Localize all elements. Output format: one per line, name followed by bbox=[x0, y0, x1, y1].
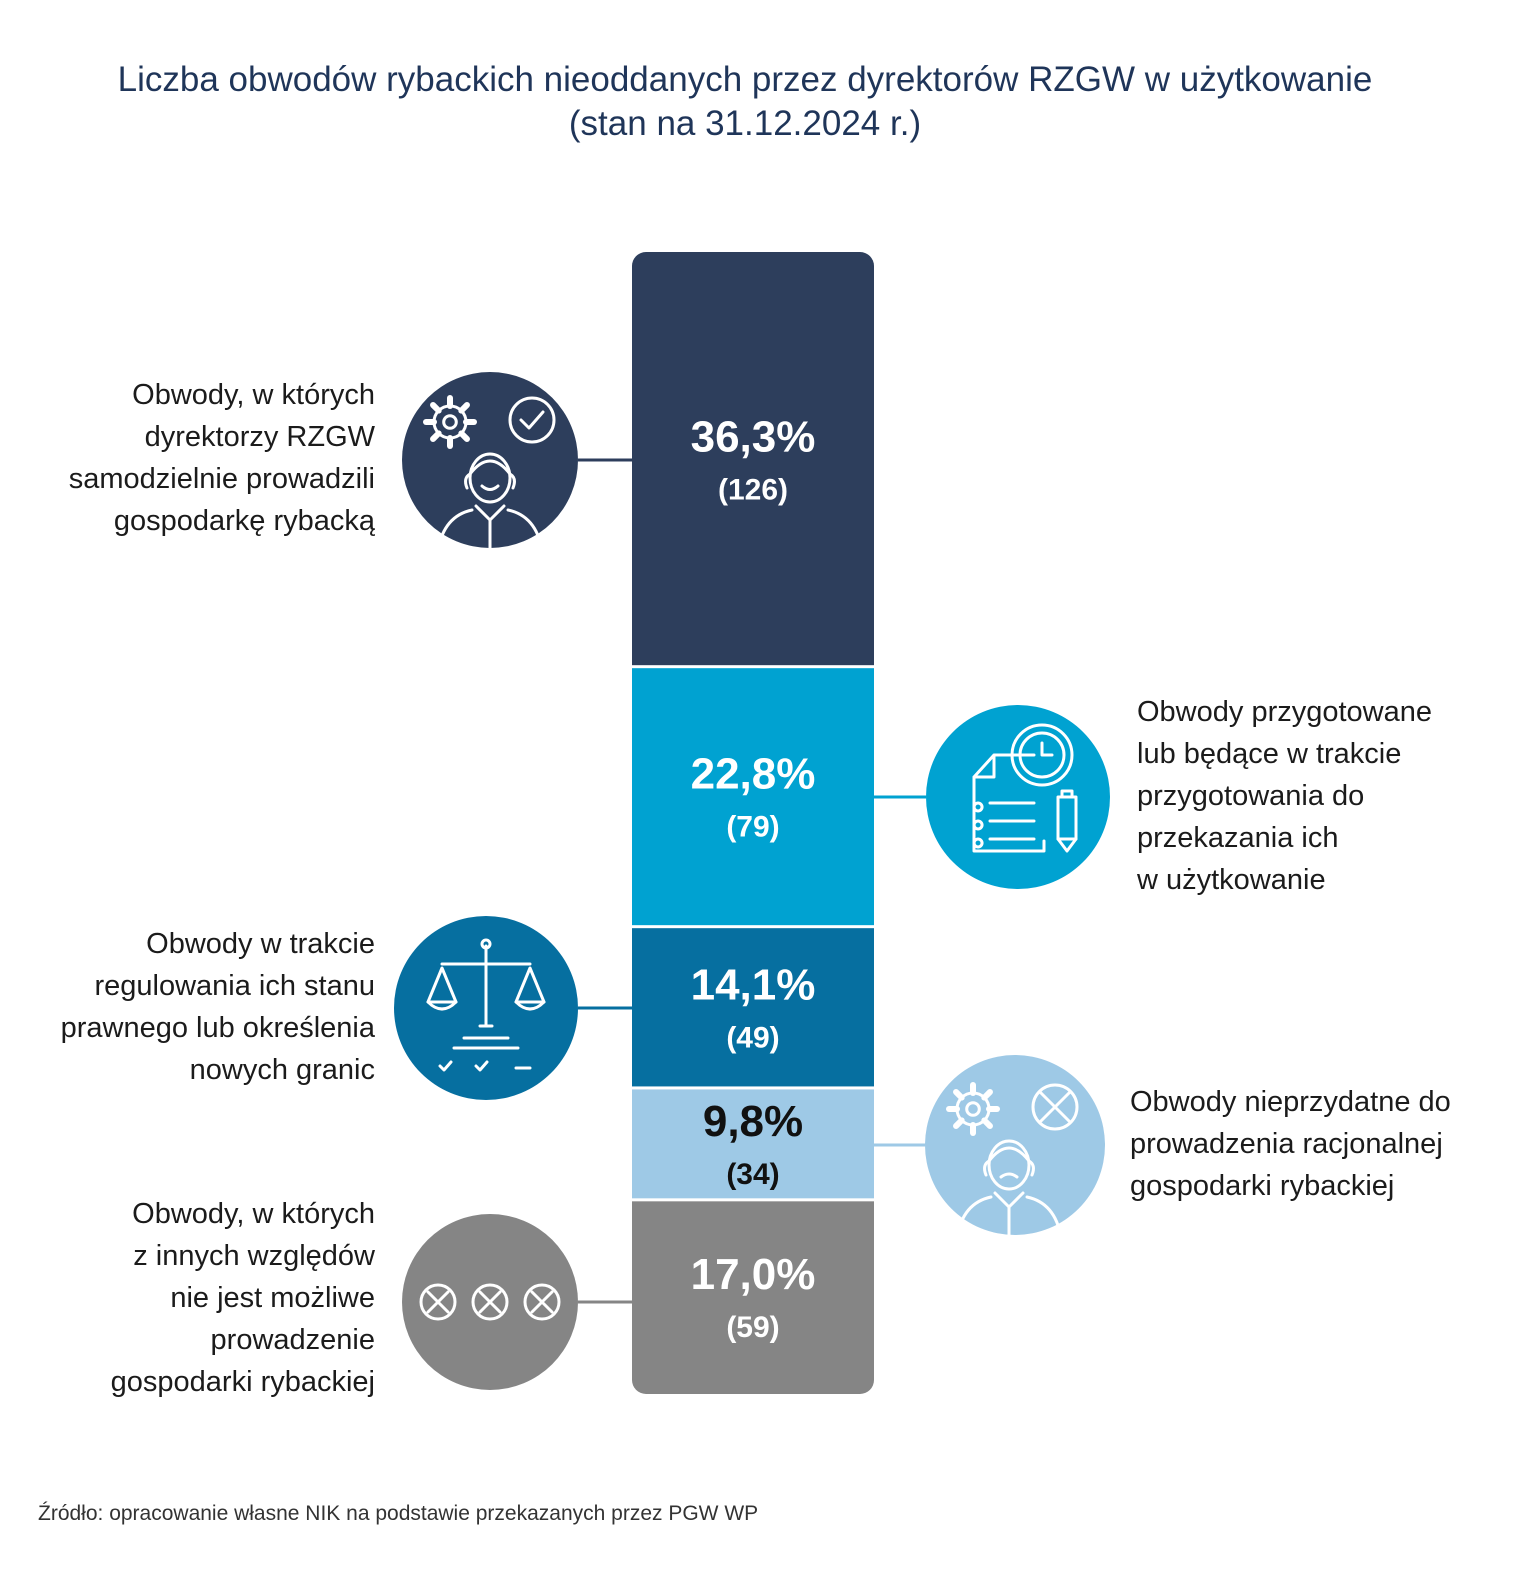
category-label-line: nowych granic bbox=[189, 1054, 375, 1086]
bar-segment-3 bbox=[632, 926, 874, 1088]
bar-segment-2 bbox=[632, 666, 874, 927]
category-label-line: regulowania ich stanu bbox=[94, 970, 375, 1002]
three-crosses-icon bbox=[419, 1283, 561, 1321]
segment-separator bbox=[632, 925, 874, 929]
segment-separator bbox=[632, 665, 874, 669]
segment-count-label: (126) bbox=[718, 473, 788, 506]
document-clock-icon bbox=[972, 723, 1078, 853]
category-label-line: lub będące w trakcie bbox=[1137, 738, 1402, 770]
segment-percent-label: 17,0% bbox=[691, 1250, 816, 1299]
icon-circle bbox=[926, 705, 1110, 889]
segment-percent-label: 36,3% bbox=[691, 412, 816, 461]
category-label-line: Obwody, w których bbox=[132, 379, 375, 411]
category-label-line: przekazania ich bbox=[1137, 822, 1339, 854]
source-note: Źródło: opracowanie własne NIK na podsta… bbox=[38, 1502, 759, 1525]
category-label-line: w użytkowanie bbox=[1137, 864, 1326, 896]
category-label-line: dyrektorzy RZGW bbox=[144, 421, 375, 453]
segment-count-label: (49) bbox=[726, 1021, 779, 1054]
bar-stack bbox=[632, 252, 874, 1394]
category-label-line: gospodarki rybackiej bbox=[1130, 1170, 1395, 1202]
category-label-line: nie jest możliwe bbox=[170, 1282, 375, 1314]
chart-title-line-1: Liczba obwodów rybackich nieoddanych prz… bbox=[117, 60, 1373, 99]
category-label-line: Obwody nieprzydatne do bbox=[1130, 1086, 1451, 1118]
segment-separator bbox=[632, 1198, 874, 1202]
category-label-line: gospodarkę rybacką bbox=[113, 505, 375, 537]
segment-separator bbox=[632, 1086, 874, 1090]
category-label-line: Obwody, w których bbox=[132, 1198, 375, 1230]
category-label-2: Obwody przygotowane lub będące w trakcie p… bbox=[1137, 691, 1432, 901]
category-label-line: z innych względów bbox=[133, 1240, 375, 1272]
category-label-3: Obwody w trakcie regulowania ich stanu pra… bbox=[61, 923, 375, 1091]
category-label-line: przygotowania do bbox=[1137, 780, 1365, 812]
category-label-line: samodzielnie prowadzili bbox=[68, 463, 375, 495]
chart-title-line-2: (stan na 31.12.2024 r.) bbox=[568, 104, 922, 143]
category-label-1: Obwody, w których dyrektorzy RZGW samodzie… bbox=[69, 374, 375, 542]
manager-gear-check-icon bbox=[423, 395, 556, 552]
category-label-line: prowadzenie bbox=[210, 1324, 375, 1356]
category-label-line: Obwody przygotowane bbox=[1137, 696, 1432, 728]
category-label-line: gospodarki rybackiej bbox=[110, 1366, 375, 1398]
segment-percent-label: 9,8% bbox=[703, 1097, 803, 1146]
segment-count-label: (34) bbox=[726, 1158, 779, 1191]
segment-count-label: (79) bbox=[726, 811, 779, 844]
category-label-line: prowadzenia racjonalnej bbox=[1130, 1128, 1443, 1160]
icon-circle bbox=[925, 1055, 1105, 1235]
bar-segment-1 bbox=[632, 252, 874, 667]
manager-gear-cross-icon bbox=[946, 1082, 1079, 1239]
category-label-4: Obwody nieprzydatne do prowadzenia racjon… bbox=[1130, 1081, 1451, 1207]
segment-count-label: (59) bbox=[726, 1311, 779, 1344]
category-label-5: Obwody, w których z innych względów nie je… bbox=[111, 1193, 375, 1403]
category-label-line: prawnego lub określenia bbox=[60, 1012, 375, 1044]
bar-segment-5 bbox=[632, 1199, 874, 1394]
category-label-line: Obwody w trakcie bbox=[146, 928, 375, 960]
scales-icon bbox=[426, 938, 546, 1072]
chart-title: Liczba obwodów rybackich nieoddanych prz… bbox=[0, 58, 1490, 146]
segment-percent-label: 22,8% bbox=[691, 750, 816, 799]
bar-segment-4 bbox=[632, 1087, 874, 1200]
segment-percent-label: 14,1% bbox=[691, 960, 816, 1009]
